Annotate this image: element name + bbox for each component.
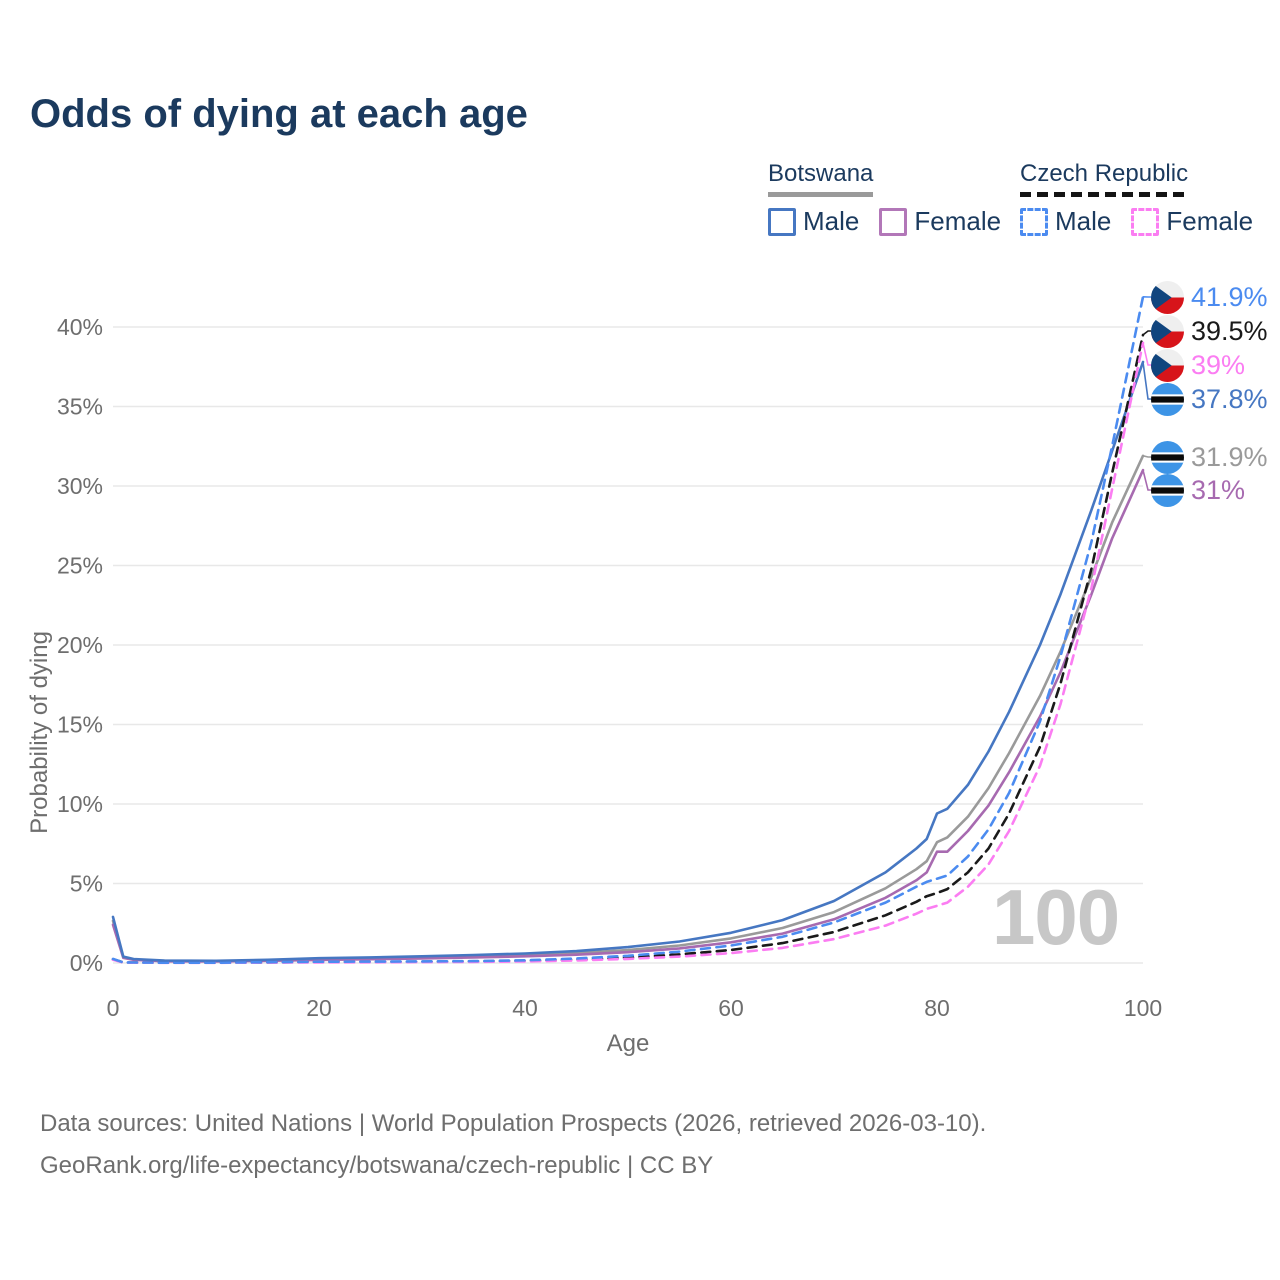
- legend-item-czech-female[interactable]: Female: [1131, 206, 1253, 237]
- y-axis-title: Probability of dying: [26, 631, 53, 834]
- legend-item-label: Female: [914, 206, 1002, 236]
- legend-group-czech-label: Czech Republic: [1020, 160, 1189, 187]
- y-tick-label: 25%: [57, 553, 103, 579]
- end-label-botswana-female: 31%: [1151, 473, 1246, 507]
- legend-item-label: Female: [1166, 206, 1254, 236]
- legend-item-label: Male: [803, 206, 860, 236]
- legend-items-czech: Male Female: [1020, 206, 1253, 237]
- series-line-czech-republic-both[interactable]: [111, 333, 1145, 964]
- legend-group-czech-title: Czech Republic: [1020, 160, 1189, 197]
- legend-items-botswana: Male Female: [768, 206, 1001, 237]
- x-tick-label: 80: [924, 995, 950, 1021]
- y-tick-label: 20%: [57, 632, 103, 658]
- legend-group-botswana: Botswana Male Female: [768, 160, 1001, 237]
- end-label-connector: [1142, 342, 1152, 366]
- line-chart-plot[interactable]: 0% 5% 10% 15% 20% 25% 30% 35% 40% 0 20 40 60 80 100 Age…: [0, 0, 1280, 1075]
- end-label-value: 39%: [1191, 349, 1246, 380]
- czech-female-checkbox-icon[interactable]: [1131, 207, 1160, 236]
- y-tick-label: 10%: [57, 791, 103, 817]
- czech-male-checkbox-icon[interactable]: [1020, 207, 1048, 236]
- end-label-botswana-male: 37.8%: [1151, 382, 1268, 416]
- legend-group-botswana-title: Botswana: [768, 160, 874, 197]
- page-title: Odds of dying at each age: [30, 92, 528, 136]
- end-label-czech-republic-male: 41.9%: [1151, 280, 1268, 314]
- legend-item-botswana-female[interactable]: Female: [879, 206, 1001, 237]
- footer: Data sources: United Nations | World Pop…: [40, 1103, 986, 1187]
- botswana-flag-icon: [1151, 473, 1184, 507]
- x-tick-label: 0: [107, 995, 120, 1021]
- y-tick-label: 5%: [70, 871, 103, 897]
- end-label-value: 31.9%: [1191, 441, 1268, 472]
- legend-group-czech-republic: Czech Republic Male Female: [1020, 160, 1253, 237]
- botswana-flag-icon: [1151, 382, 1184, 416]
- end-label-czech-republic-female: 39%: [1151, 348, 1246, 382]
- series-line-czech-republic-female[interactable]: [111, 341, 1145, 965]
- y-tick-label: 30%: [57, 473, 103, 499]
- end-label-connector: [1142, 455, 1152, 458]
- x-tick-label: 40: [512, 995, 538, 1021]
- legend-group-botswana-label: Botswana: [768, 160, 874, 187]
- y-tick-label: 40%: [57, 314, 103, 340]
- end-label-czech-republic-both: 39.5%: [1151, 314, 1268, 348]
- end-label-botswana-both: 31.9%: [1151, 440, 1268, 474]
- end-label-connector: [1142, 330, 1152, 336]
- end-label-value: 37.8%: [1191, 383, 1268, 414]
- series-line-botswana-both[interactable]: [111, 454, 1145, 963]
- x-axis-title: Age: [607, 1030, 650, 1057]
- end-label-connector: [1142, 469, 1152, 491]
- end-label-value: 41.9%: [1191, 281, 1268, 312]
- x-tick-label: 100: [1124, 995, 1162, 1021]
- age-counter-watermark: 100: [992, 873, 1120, 961]
- y-tick-label: 35%: [57, 394, 103, 420]
- legend-item-botswana-male[interactable]: Male: [768, 206, 859, 237]
- botswana-flag-icon: [1151, 440, 1184, 474]
- czech-flag-icon: [1151, 314, 1184, 348]
- end-label-value: 39.5%: [1191, 315, 1268, 346]
- botswana-male-checkbox-icon[interactable]: [768, 207, 796, 236]
- x-tick-label: 20: [306, 995, 332, 1021]
- series-line-botswana-female[interactable]: [111, 468, 1145, 963]
- czech-flag-icon: [1151, 348, 1184, 382]
- czech-dashed-line-swatch: [1020, 192, 1189, 197]
- end-label-value: 31%: [1191, 474, 1246, 505]
- x-tick-label: 60: [718, 995, 744, 1021]
- y-tick-label: 0%: [70, 950, 103, 976]
- footer-data-sources: Data sources: United Nations | World Pop…: [40, 1110, 987, 1137]
- botswana-solid-line-swatch: [768, 192, 874, 197]
- y-tick-label: 15%: [57, 712, 103, 738]
- series-line-botswana-male[interactable]: [111, 360, 1145, 963]
- legend-item-label: Male: [1055, 206, 1112, 236]
- czech-flag-icon: [1151, 280, 1184, 314]
- footer-attribution: GeoRank.org/life-expectancy/botswana/cze…: [40, 1152, 714, 1179]
- botswana-female-checkbox-icon[interactable]: [879, 207, 908, 236]
- series-line-czech-republic-male[interactable]: [111, 295, 1145, 964]
- end-label-connector: [1142, 361, 1152, 400]
- legend-item-czech-male[interactable]: Male: [1020, 206, 1111, 237]
